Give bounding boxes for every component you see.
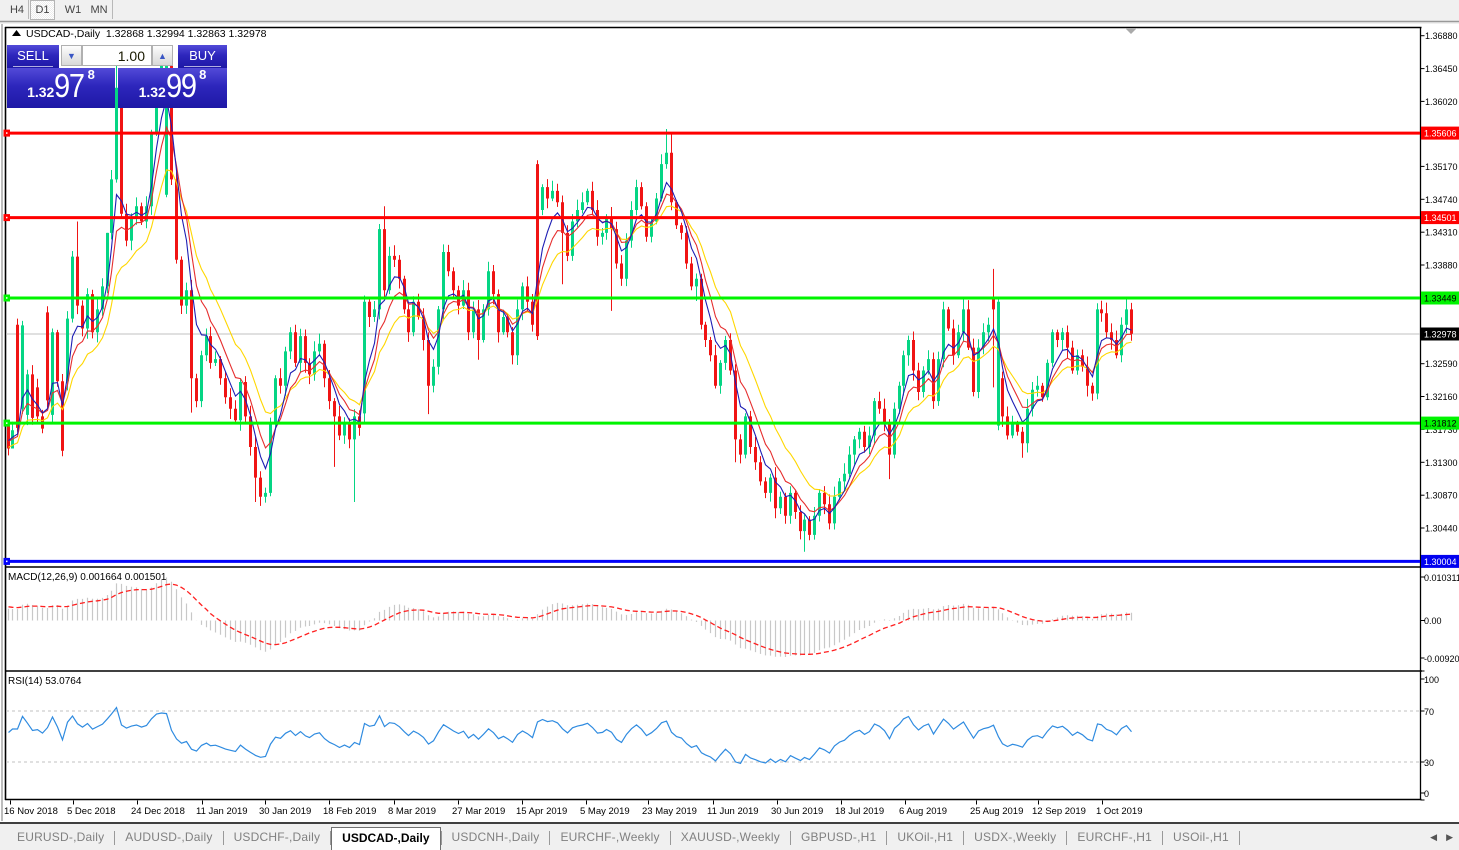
- svg-text:25 Aug 2019: 25 Aug 2019: [970, 806, 1023, 817]
- svg-text:6 Aug 2019: 6 Aug 2019: [899, 806, 947, 817]
- svg-text:1.33449: 1.33449: [1424, 294, 1457, 304]
- svg-text:5 Dec 2018: 5 Dec 2018: [67, 806, 116, 817]
- svg-text:24 Dec 2018: 24 Dec 2018: [131, 806, 185, 817]
- svg-text:MACD(12,26,9) 0.001664 0.00150: MACD(12,26,9) 0.001664 0.001501: [8, 572, 167, 583]
- svg-text:1.31812: 1.31812: [1424, 419, 1457, 429]
- svg-text:23 May 2019: 23 May 2019: [642, 806, 697, 817]
- svg-text:1.34740: 1.34740: [1425, 195, 1458, 205]
- svg-text:70: 70: [1424, 707, 1434, 717]
- svg-text:5 May 2019: 5 May 2019: [580, 806, 630, 817]
- svg-text:30 Jan 2019: 30 Jan 2019: [259, 806, 311, 817]
- svg-text:1.31300: 1.31300: [1425, 458, 1458, 468]
- svg-text:0.00: 0.00: [1424, 616, 1442, 626]
- svg-text:8 Mar 2019: 8 Mar 2019: [388, 806, 436, 817]
- svg-text:1.35170: 1.35170: [1425, 162, 1458, 172]
- svg-text:15 Apr 2019: 15 Apr 2019: [516, 806, 567, 817]
- svg-text:RSI(14) 53.0764: RSI(14) 53.0764: [8, 676, 82, 687]
- svg-text:1.36880: 1.36880: [1425, 31, 1458, 41]
- svg-text:16 Nov 2018: 16 Nov 2018: [4, 806, 58, 817]
- svg-text:1.30870: 1.30870: [1425, 491, 1458, 501]
- svg-text:0.010311: 0.010311: [1424, 573, 1459, 583]
- svg-text:1 Oct 2019: 1 Oct 2019: [1096, 806, 1142, 817]
- svg-text:11 Jan 2019: 11 Jan 2019: [196, 806, 248, 817]
- svg-text:0: 0: [1424, 789, 1429, 799]
- svg-text:1.32590: 1.32590: [1425, 359, 1458, 369]
- svg-text:1.30440: 1.30440: [1425, 524, 1458, 534]
- svg-text:1.34501: 1.34501: [1424, 213, 1457, 223]
- svg-text:1.32978: 1.32978: [1424, 330, 1457, 340]
- svg-text:USDCAD-,Daily 1.32868 1.32994: USDCAD-,Daily 1.32868 1.32994 1.32863 1.…: [26, 28, 267, 40]
- svg-text:12 Sep 2019: 12 Sep 2019: [1032, 806, 1086, 817]
- svg-text:1.34310: 1.34310: [1425, 228, 1458, 238]
- svg-text:18 Jul 2019: 18 Jul 2019: [835, 806, 884, 817]
- svg-text:-0.00920: -0.00920: [1424, 654, 1459, 664]
- svg-text:1.33880: 1.33880: [1425, 261, 1458, 271]
- svg-text:1.30004: 1.30004: [1424, 557, 1457, 567]
- svg-text:1.32160: 1.32160: [1425, 392, 1458, 402]
- svg-text:1.31730: 1.31730: [1425, 425, 1458, 435]
- svg-text:1.35606: 1.35606: [1424, 129, 1457, 139]
- svg-text:1.36450: 1.36450: [1425, 64, 1458, 74]
- svg-text:11 Jun 2019: 11 Jun 2019: [707, 806, 759, 817]
- svg-text:27 Mar 2019: 27 Mar 2019: [452, 806, 505, 817]
- svg-text:100: 100: [1424, 675, 1439, 685]
- svg-text:18 Feb 2019: 18 Feb 2019: [323, 806, 376, 817]
- svg-text:30: 30: [1424, 758, 1434, 768]
- svg-text:1.36020: 1.36020: [1425, 97, 1458, 107]
- svg-text:30 Jun 2019: 30 Jun 2019: [771, 806, 823, 817]
